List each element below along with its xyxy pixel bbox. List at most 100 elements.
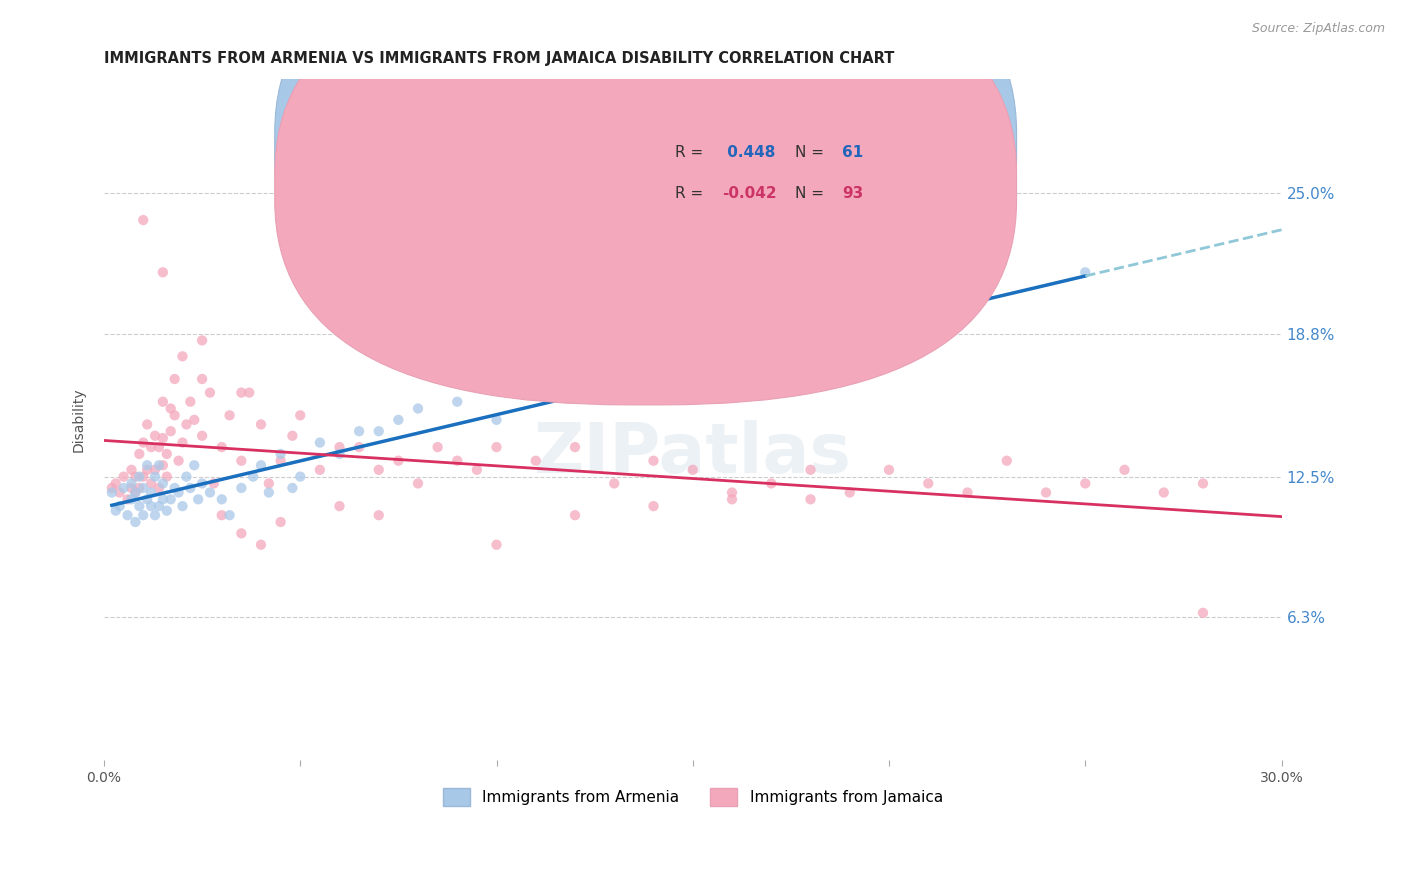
Point <box>152 431 174 445</box>
FancyBboxPatch shape <box>274 0 1017 405</box>
Point <box>897 334 920 348</box>
Point <box>143 429 166 443</box>
Point <box>524 454 547 468</box>
Point <box>211 508 233 523</box>
Point <box>682 463 704 477</box>
Point <box>152 265 174 279</box>
Point <box>761 476 783 491</box>
Point <box>721 492 744 507</box>
Point <box>179 394 201 409</box>
Point <box>163 409 186 423</box>
Point <box>1074 265 1097 279</box>
Point <box>485 413 508 427</box>
Point <box>124 469 146 483</box>
Point <box>132 469 155 483</box>
Point <box>524 385 547 400</box>
Point <box>156 469 179 483</box>
Point <box>231 454 253 468</box>
Point <box>108 499 131 513</box>
Point <box>956 310 979 325</box>
Point <box>148 440 170 454</box>
Text: R =: R = <box>675 186 703 202</box>
Point <box>257 485 280 500</box>
Point <box>167 485 190 500</box>
Text: 61: 61 <box>842 145 863 161</box>
Text: Source: ZipAtlas.com: Source: ZipAtlas.com <box>1251 22 1385 36</box>
Text: N =: N = <box>796 145 824 161</box>
Point <box>270 447 292 461</box>
Legend: Immigrants from Armenia, Immigrants from Jamaica: Immigrants from Armenia, Immigrants from… <box>434 780 950 814</box>
Point <box>564 508 586 523</box>
Point <box>132 435 155 450</box>
Point <box>1114 463 1136 477</box>
Point <box>426 440 449 454</box>
Point <box>143 469 166 483</box>
Point <box>136 463 159 477</box>
Point <box>387 454 409 468</box>
Point <box>290 409 312 423</box>
Point <box>156 447 179 461</box>
Point <box>270 515 292 529</box>
Point <box>139 485 162 500</box>
Point <box>721 485 744 500</box>
Point <box>799 463 821 477</box>
Point <box>132 213 155 227</box>
Point <box>191 429 214 443</box>
Point <box>112 469 135 483</box>
Point <box>367 508 389 523</box>
Point <box>202 476 225 491</box>
Point <box>231 385 253 400</box>
Point <box>156 503 179 517</box>
Point <box>721 344 744 359</box>
Point <box>191 372 214 386</box>
Point <box>148 481 170 495</box>
Point <box>956 485 979 500</box>
Point <box>198 485 221 500</box>
Point <box>124 485 146 500</box>
Point <box>104 503 127 517</box>
Point <box>136 458 159 473</box>
Point <box>281 429 304 443</box>
Point <box>328 499 350 513</box>
Point <box>172 499 194 513</box>
Point <box>143 463 166 477</box>
Point <box>117 492 139 507</box>
Text: 93: 93 <box>842 186 863 202</box>
Point <box>128 447 150 461</box>
Point <box>1153 485 1175 500</box>
Point <box>250 458 273 473</box>
Point <box>159 492 181 507</box>
Point <box>172 435 194 450</box>
Point <box>485 440 508 454</box>
Point <box>139 440 162 454</box>
Point <box>159 401 181 416</box>
Point <box>104 476 127 491</box>
Point <box>112 481 135 495</box>
Point <box>172 349 194 363</box>
Point <box>163 372 186 386</box>
Point <box>238 385 260 400</box>
Point <box>799 492 821 507</box>
Point <box>780 310 803 325</box>
Text: 0.448: 0.448 <box>723 145 776 161</box>
Point <box>218 409 240 423</box>
Point <box>231 526 253 541</box>
Text: IMMIGRANTS FROM ARMENIA VS IMMIGRANTS FROM JAMAICA DISABILITY CORRELATION CHART: IMMIGRANTS FROM ARMENIA VS IMMIGRANTS FR… <box>104 51 894 66</box>
Point <box>191 476 214 491</box>
Point <box>198 385 221 400</box>
Point <box>328 440 350 454</box>
Point <box>117 508 139 523</box>
Point <box>183 413 205 427</box>
Point <box>406 401 429 416</box>
Point <box>176 469 198 483</box>
Point <box>152 458 174 473</box>
Point <box>643 499 665 513</box>
Point <box>250 417 273 432</box>
Point <box>148 458 170 473</box>
Point <box>1074 476 1097 491</box>
Text: N =: N = <box>796 186 824 202</box>
Point <box>179 481 201 495</box>
Point <box>485 538 508 552</box>
Point <box>101 481 124 495</box>
Point <box>159 424 181 438</box>
